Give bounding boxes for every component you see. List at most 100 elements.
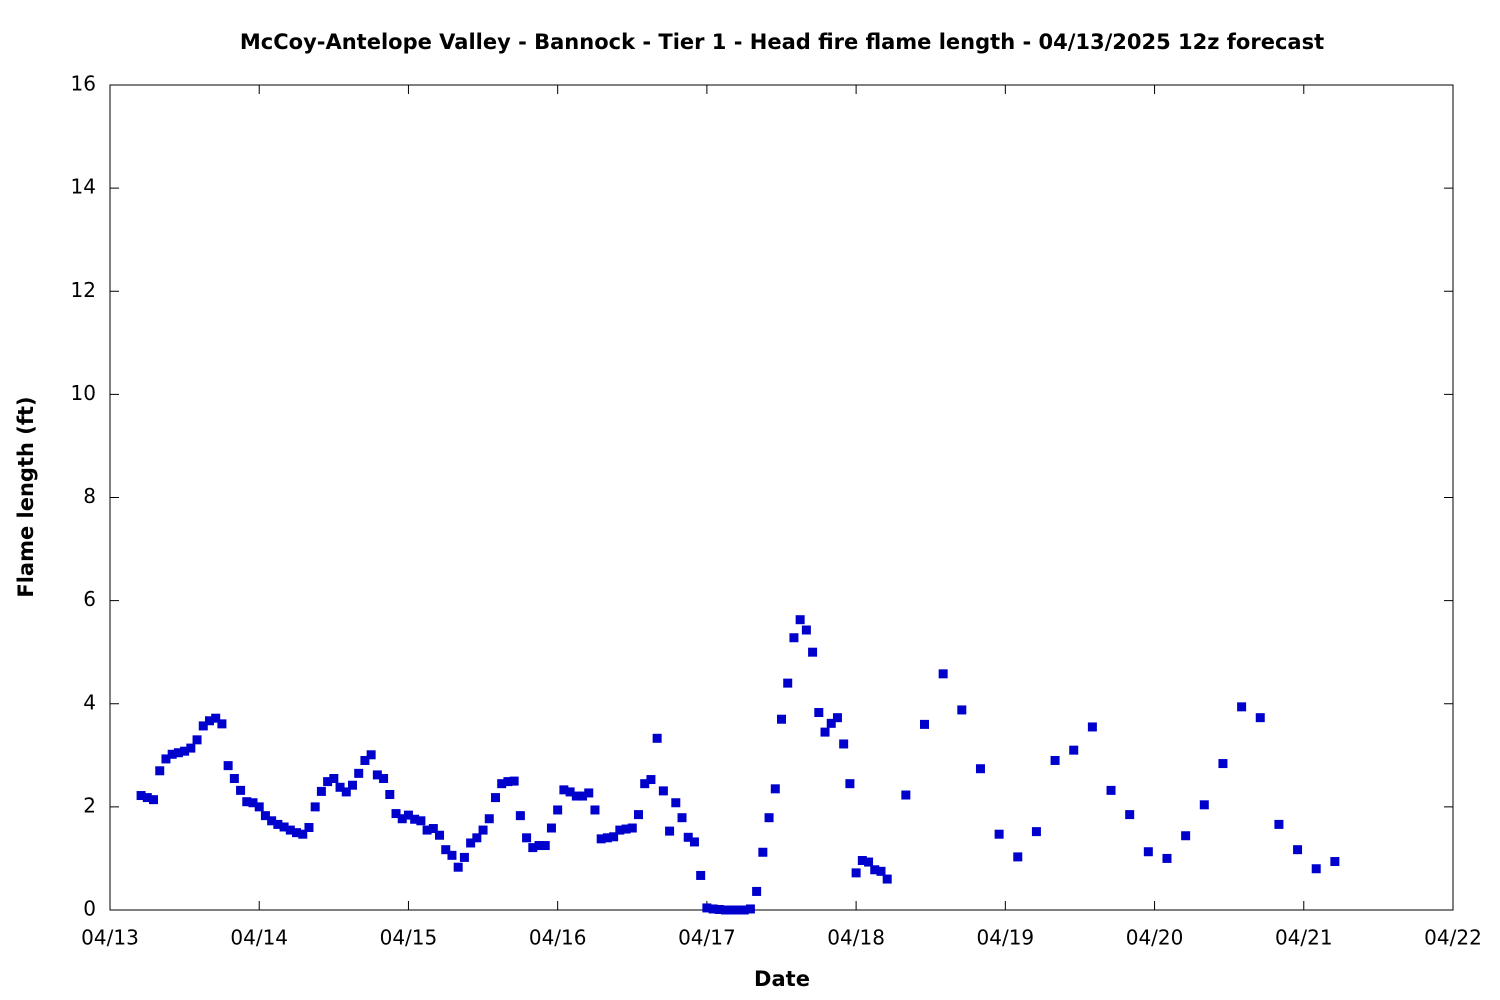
point <box>366 750 376 760</box>
point <box>459 852 469 862</box>
point <box>522 833 532 843</box>
x-tick-label: 04/21 <box>1275 926 1333 950</box>
point <box>341 787 351 797</box>
point <box>466 838 476 848</box>
point <box>279 822 289 832</box>
point <box>236 785 246 795</box>
point <box>571 791 581 801</box>
point <box>198 721 208 731</box>
point <box>602 833 612 843</box>
point <box>136 791 146 801</box>
point <box>783 678 793 688</box>
point <box>633 810 643 820</box>
point <box>1031 827 1041 837</box>
point <box>882 874 892 884</box>
point <box>534 841 544 851</box>
x-tick-label: 04/14 <box>230 926 288 950</box>
point <box>920 719 930 729</box>
point <box>267 816 277 826</box>
point <box>627 823 637 833</box>
point <box>714 904 724 914</box>
point <box>777 714 786 724</box>
point <box>260 811 270 821</box>
y-tick-label: 6 <box>83 587 96 611</box>
point <box>994 829 1004 839</box>
point <box>671 798 681 808</box>
point <box>640 779 650 789</box>
point <box>839 739 849 749</box>
point <box>323 777 333 787</box>
point <box>658 786 668 796</box>
point <box>683 832 693 842</box>
point <box>155 766 165 776</box>
x-tick-label: 04/15 <box>380 926 438 950</box>
point <box>422 825 432 835</box>
point <box>379 774 389 784</box>
point <box>820 727 830 737</box>
point <box>167 749 177 759</box>
point <box>957 705 967 715</box>
point <box>1199 800 1209 810</box>
point <box>1125 810 1135 820</box>
point <box>745 904 755 914</box>
x-tick-label: 04/16 <box>529 926 587 950</box>
point <box>702 903 712 913</box>
x-tick-label: 04/19 <box>977 926 1035 950</box>
point <box>1087 722 1097 732</box>
point <box>347 780 357 790</box>
point <box>615 825 625 835</box>
point <box>721 905 731 915</box>
point <box>584 788 594 798</box>
y-tick-label: 8 <box>83 484 96 508</box>
point <box>938 669 948 679</box>
point <box>814 708 824 718</box>
y-tick-label: 14 <box>71 175 96 199</box>
point <box>1162 853 1172 863</box>
point <box>484 814 494 824</box>
point <box>1050 755 1060 765</box>
x-axis-label: Date <box>754 967 810 991</box>
y-axis-label: Flame length (ft) <box>14 396 38 597</box>
point <box>316 786 326 796</box>
point <box>1293 845 1303 855</box>
point <box>329 774 339 784</box>
point <box>360 755 370 765</box>
point <box>857 856 867 865</box>
point <box>727 905 737 915</box>
point <box>223 761 233 771</box>
point <box>248 798 258 808</box>
point <box>1311 864 1321 874</box>
point <box>808 647 818 657</box>
point <box>528 843 538 853</box>
point <box>578 791 588 801</box>
y-tick-label: 2 <box>83 793 96 817</box>
point <box>590 805 600 815</box>
point <box>565 787 575 797</box>
point <box>391 809 401 819</box>
point <box>1274 819 1284 829</box>
point <box>739 905 749 915</box>
point <box>204 716 214 726</box>
point <box>801 625 811 635</box>
point <box>180 746 190 756</box>
plot-frame <box>109 84 1454 911</box>
point <box>596 834 606 844</box>
point <box>609 832 619 842</box>
point <box>708 904 718 914</box>
point <box>503 777 513 787</box>
point <box>553 805 563 815</box>
point <box>1330 857 1340 867</box>
point <box>1069 745 1079 755</box>
point <box>826 718 836 728</box>
point <box>1143 847 1153 857</box>
point <box>1181 831 1191 841</box>
chart-title: McCoy-Antelope Valley - Bannock - Tier 1… <box>240 30 1324 54</box>
point <box>677 813 687 823</box>
point <box>428 824 438 834</box>
point <box>229 774 239 784</box>
point <box>254 802 264 812</box>
point <box>559 785 569 795</box>
point <box>478 825 488 835</box>
point <box>285 825 295 835</box>
point <box>447 850 457 860</box>
